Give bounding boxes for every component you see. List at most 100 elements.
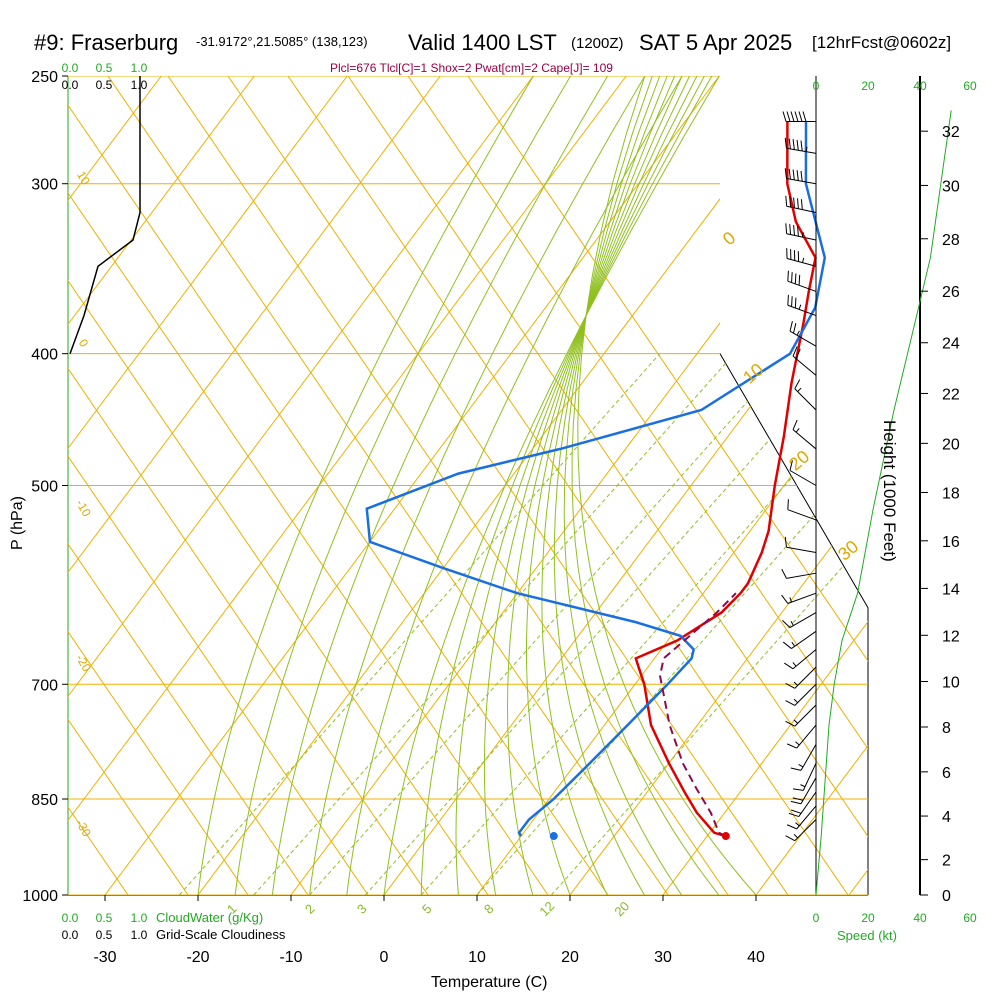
wind-barb-feather xyxy=(798,274,801,286)
chart-text: #9: Fraserburg -31.9172°,21.5085° (138,1… xyxy=(9,30,977,991)
dry-adiabat-line xyxy=(68,76,609,895)
height-tick-label: 6 xyxy=(942,765,951,782)
isotherm-label: 0 xyxy=(76,337,92,350)
indices-line: Plcl=676 Tlcl[C]=1 Shox=2 Pwat[cm]=2 Cap… xyxy=(330,61,613,75)
parcel-line xyxy=(658,592,737,837)
cloudwater-scale-top: 1.0 xyxy=(131,61,148,75)
pressure-tick-label: 850 xyxy=(31,792,58,809)
wind-barb-feather xyxy=(785,720,796,727)
wind-barb-feather xyxy=(796,170,799,181)
dry-adiabat-line xyxy=(68,76,549,895)
wind-barb-feather xyxy=(792,169,795,180)
wind-barb-half-feather xyxy=(796,330,800,336)
wind-barb xyxy=(789,470,817,486)
dry-adiabat-line xyxy=(68,76,489,895)
wind-barb xyxy=(791,630,817,649)
wind-barb-feather xyxy=(782,641,792,649)
wind-barb-feather xyxy=(789,196,792,208)
wind-barb-feather xyxy=(785,700,796,706)
thermo-reference-lines xyxy=(0,76,868,895)
wind-barb xyxy=(786,147,817,154)
cloudiness-scale-top: 1.0 xyxy=(131,78,148,92)
wind-barb-half-feather xyxy=(793,833,798,839)
station-coords: -31.9172°,21.5085° (138,123) xyxy=(196,34,368,49)
isotherm-label: 30 xyxy=(834,536,862,564)
cloudiness-scale-top: 0.5 xyxy=(96,78,113,92)
pressure-tick-label: 300 xyxy=(31,177,58,194)
wind-speed-label: Speed (kt) xyxy=(837,928,897,943)
moist-adiabat-line xyxy=(234,76,571,895)
wind-barb-feather xyxy=(797,198,799,209)
height-tick-label: 28 xyxy=(942,232,960,249)
wind-barb xyxy=(794,704,817,727)
wind-barb xyxy=(786,546,817,553)
pressure-tick-label: 400 xyxy=(31,347,58,364)
height-tick-label: 8 xyxy=(942,720,951,737)
temperature-surface-point xyxy=(721,832,730,841)
wind-barb xyxy=(800,744,817,771)
wind-barb-half-feather xyxy=(801,232,804,238)
cloudiness-curve xyxy=(69,76,141,354)
wind-barb-feather xyxy=(788,138,791,149)
isotherm-label: 0 xyxy=(719,228,740,250)
wind-barb-feather xyxy=(796,139,799,151)
wind-barb-feather xyxy=(792,346,798,357)
temperature-line xyxy=(634,121,817,838)
wind-barb-feather xyxy=(782,620,791,628)
wind-barb-half-feather xyxy=(798,763,804,768)
height-tick-label: 22 xyxy=(942,386,960,403)
wind-barb xyxy=(786,572,817,579)
dry-adiabat-line xyxy=(68,76,369,895)
x-tick-label: 20 xyxy=(561,949,579,966)
wind-scale-bottom: 60 xyxy=(963,911,977,925)
wind-barb xyxy=(789,330,817,347)
wind-barb-feather xyxy=(792,139,795,150)
mixing-ratio-line xyxy=(420,353,868,895)
x-tick-label: 30 xyxy=(654,949,672,966)
wind-barb-feather xyxy=(789,460,793,471)
wind-barb-feather xyxy=(793,225,795,236)
wind-barb-feather xyxy=(793,197,795,209)
height-tick-label: 14 xyxy=(942,581,960,598)
wind-barb-feather xyxy=(800,199,803,210)
mixing-ratio-line xyxy=(476,353,868,895)
wind-barb-feather xyxy=(785,835,796,842)
wind-barb-feather xyxy=(789,224,792,235)
dry-adiabat-line xyxy=(0,76,8,895)
wind-barb-half-feather xyxy=(789,597,793,603)
wind-barb-feather xyxy=(788,812,799,818)
wind-barb-half-feather xyxy=(801,257,805,263)
isotherm-label: -30 xyxy=(73,817,94,839)
mixing-ratio-label: 12 xyxy=(536,898,557,919)
wind-barb-feather xyxy=(781,594,789,604)
wind-barb-feather xyxy=(791,272,793,283)
x-tick-label: -30 xyxy=(93,949,116,966)
wind-barb-half-feather xyxy=(792,662,797,667)
x-tick-label: -20 xyxy=(186,949,209,966)
wind-scale-top: 40 xyxy=(913,79,927,93)
moist-adiabat-line xyxy=(577,76,757,895)
mixing-ratio-label: 8 xyxy=(481,901,497,917)
wind-barb-feather xyxy=(798,111,803,122)
dry-adiabat-line xyxy=(467,76,868,895)
wind-barb-feather xyxy=(792,797,804,801)
wind-barb-half-feather xyxy=(793,698,798,704)
isotherm-label: -20 xyxy=(73,652,94,674)
wind-barb-feather xyxy=(789,320,793,332)
wind-barb-feather xyxy=(794,297,797,309)
dry-adiabat-line xyxy=(107,76,669,895)
isotherm-line xyxy=(68,76,534,895)
wind-barb xyxy=(796,805,817,830)
wind-barb-feather xyxy=(785,223,788,234)
wind-scale-top: 0 xyxy=(813,79,820,93)
wind-barb-feather xyxy=(786,743,797,749)
wind-barb-feather xyxy=(782,111,787,122)
wind-barb xyxy=(786,178,817,185)
wind-barb-feather xyxy=(790,800,802,805)
wind-barb xyxy=(792,429,817,450)
wind-barb-feather xyxy=(785,195,788,207)
wind-speed-curve xyxy=(815,110,952,896)
wind-barb-feather xyxy=(787,499,789,510)
wind-barb xyxy=(794,388,817,411)
valid-time: Valid 1400 LST xyxy=(408,30,557,55)
